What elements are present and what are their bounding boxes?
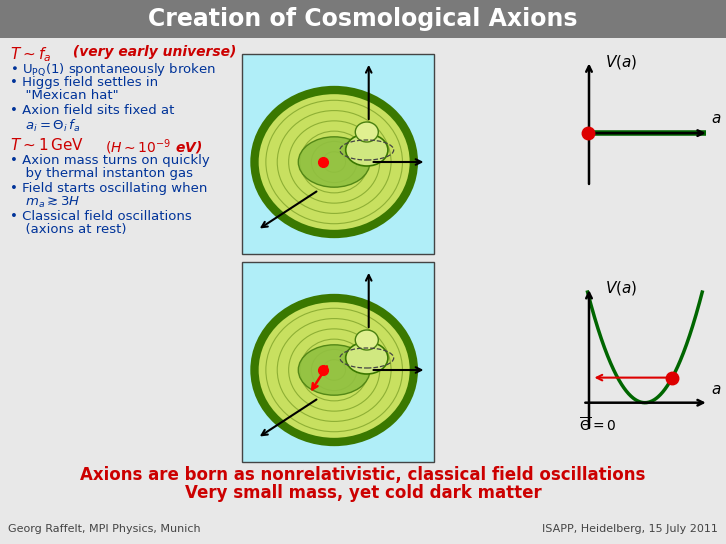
- Text: by thermal instanton gas: by thermal instanton gas: [17, 167, 193, 180]
- Text: $a$: $a$: [711, 382, 722, 397]
- Text: ISAPP, Heidelberg, 15 July 2011: ISAPP, Heidelberg, 15 July 2011: [542, 524, 718, 534]
- Text: (axions at rest): (axions at rest): [17, 223, 126, 236]
- Text: • Axion field sits fixed at: • Axion field sits fixed at: [10, 104, 174, 117]
- Text: $(H \sim 10^{-9}$ eV): $(H \sim 10^{-9}$ eV): [105, 137, 203, 157]
- Ellipse shape: [255, 90, 414, 234]
- Text: $a$: $a$: [711, 111, 722, 126]
- Ellipse shape: [298, 137, 370, 187]
- Text: $a_i = \Theta_i\, f_a$: $a_i = \Theta_i\, f_a$: [17, 118, 80, 134]
- Text: $V(a)$: $V(a)$: [605, 53, 637, 71]
- Ellipse shape: [255, 298, 414, 442]
- Text: Axions are born as nonrelativistic, classical field oscillations: Axions are born as nonrelativistic, clas…: [81, 466, 645, 484]
- Text: Georg Raffelt, MPI Physics, Munich: Georg Raffelt, MPI Physics, Munich: [8, 524, 200, 534]
- FancyBboxPatch shape: [242, 262, 434, 462]
- Ellipse shape: [355, 330, 378, 350]
- Text: $T \sim f_a$: $T \sim f_a$: [10, 45, 52, 64]
- Text: $T \sim 1\,{\rm GeV}$: $T \sim 1\,{\rm GeV}$: [10, 137, 83, 153]
- Text: Very small mass, yet cold dark matter: Very small mass, yet cold dark matter: [184, 484, 542, 502]
- Text: "Mexican hat": "Mexican hat": [17, 89, 118, 102]
- FancyBboxPatch shape: [242, 54, 434, 254]
- Ellipse shape: [298, 345, 370, 395]
- Ellipse shape: [355, 122, 378, 142]
- Text: • U$_{\rm PQ}$(1) spontaneously broken: • U$_{\rm PQ}$(1) spontaneously broken: [10, 61, 216, 78]
- Text: • Field starts oscillating when: • Field starts oscillating when: [10, 182, 208, 195]
- Text: • Classical field oscillations: • Classical field oscillations: [10, 210, 192, 223]
- FancyBboxPatch shape: [0, 0, 726, 38]
- Text: • Higgs field settles in: • Higgs field settles in: [10, 76, 158, 89]
- Text: • Axion mass turns on quickly: • Axion mass turns on quickly: [10, 154, 210, 167]
- Text: Creation of Cosmological Axions: Creation of Cosmological Axions: [148, 7, 578, 31]
- Text: $m_a \gtrsim 3H$: $m_a \gtrsim 3H$: [17, 195, 80, 210]
- Text: (very early universe): (very early universe): [68, 45, 237, 59]
- Text: $V(a)$: $V(a)$: [605, 279, 637, 297]
- Ellipse shape: [346, 342, 388, 374]
- Text: $\overline{\Theta} = 0$: $\overline{\Theta} = 0$: [579, 416, 616, 434]
- Ellipse shape: [346, 134, 388, 166]
